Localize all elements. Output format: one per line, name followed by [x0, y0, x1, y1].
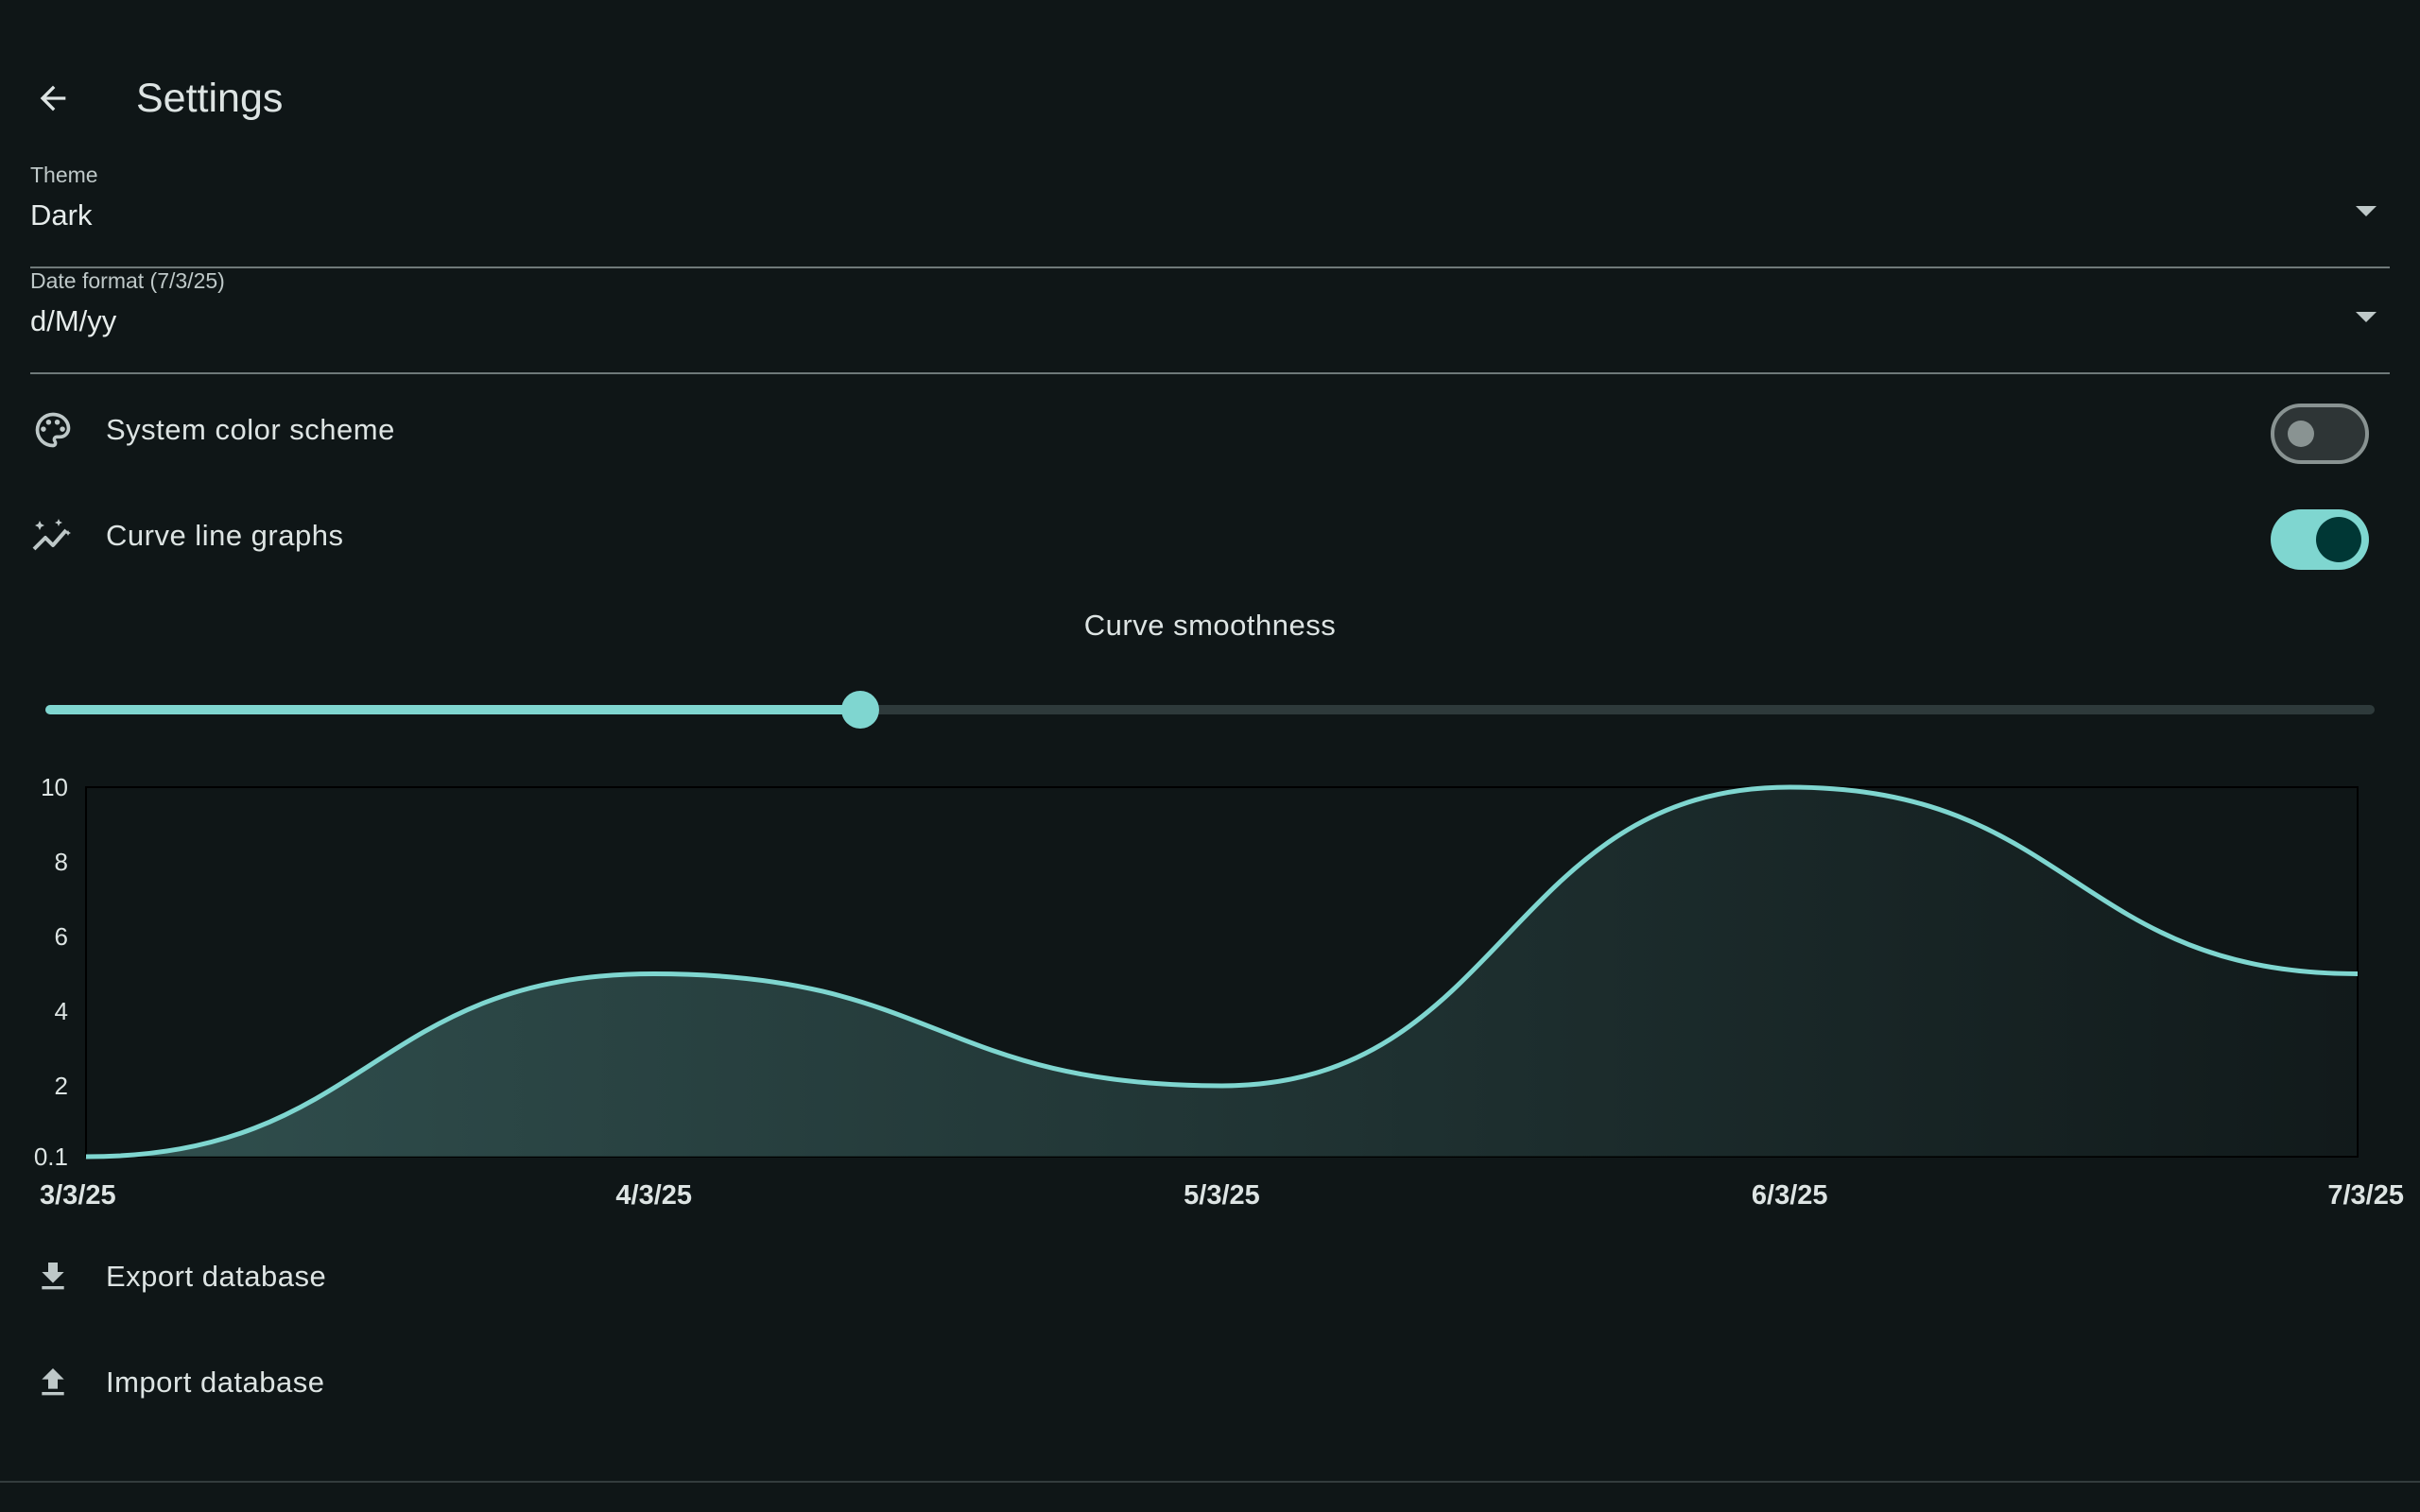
import-database-label: Import database — [106, 1366, 325, 1399]
auto-graph-icon — [30, 513, 76, 558]
export-database-label: Export database — [106, 1260, 327, 1293]
series-area — [86, 787, 2358, 1157]
slider-active-track — [45, 705, 861, 714]
theme-value: Dark — [30, 198, 93, 232]
upload-icon — [30, 1360, 76, 1405]
curve-smoothness-slider[interactable] — [45, 690, 2375, 731]
switch-thumb — [2288, 421, 2314, 447]
y-tick-label: 2 — [55, 1072, 68, 1100]
import-database-row[interactable]: Import database — [30, 1337, 2390, 1428]
back-button[interactable] — [23, 68, 83, 129]
palette-icon — [30, 407, 76, 453]
slider-track — [45, 705, 2375, 714]
curve-smoothness-label: Curve smoothness — [1083, 609, 1337, 642]
curve-line-graphs-label: Curve line graphs — [106, 519, 344, 552]
system-color-scheme-switch[interactable] — [2271, 404, 2369, 464]
arrow-back-icon — [40, 85, 66, 112]
dropdown-arrow-icon — [2356, 312, 2377, 322]
curve-line-graphs-row[interactable]: Curve line graphs — [30, 490, 2390, 581]
date-format-label: Date format (7/3/25) — [30, 268, 225, 293]
download-icon — [30, 1254, 76, 1299]
theme-label: Theme — [30, 163, 98, 187]
y-tick-label: 8 — [55, 848, 68, 876]
date-format-value: d/M/yy — [30, 304, 117, 337]
x-tick-label: 6/3/25 — [1752, 1180, 1828, 1211]
curve-line-graphs-switch[interactable] — [2271, 509, 2369, 570]
theme-dropdown[interactable]: Theme Dark — [30, 163, 2390, 268]
y-tick-label: 10 — [41, 773, 68, 801]
y-tick-label: 6 — [55, 922, 68, 951]
system-color-scheme-row[interactable]: System color scheme — [30, 385, 2390, 475]
y-tick-label: 0.1 — [34, 1143, 68, 1171]
y-tick-label: 4 — [55, 997, 68, 1025]
date-format-dropdown[interactable]: Date format (7/3/25) d/M/yy — [30, 268, 2390, 374]
bottom-divider — [0, 1481, 2420, 1483]
x-tick-label: 5/3/25 — [1184, 1180, 1260, 1211]
series-line — [85, 784, 2359, 1160]
switch-thumb — [2316, 517, 2361, 562]
system-color-scheme-label: System color scheme — [106, 413, 395, 446]
x-tick-label: 7/3/25 — [2327, 1180, 2404, 1211]
x-tick-label: 3/3/25 — [40, 1180, 116, 1211]
slider-thumb[interactable] — [841, 691, 880, 729]
x-tick-label: 4/3/25 — [615, 1180, 692, 1211]
export-database-row[interactable]: Export database — [30, 1231, 2390, 1322]
curve-preview-chart: 0.1 2 4 6 8 10 3/3/25 4/3/25 5/3/25 6/3/25 7/3/25 — [34, 773, 2404, 1211]
page-title: Settings — [136, 76, 284, 121]
dropdown-arrow-icon — [2356, 206, 2377, 216]
